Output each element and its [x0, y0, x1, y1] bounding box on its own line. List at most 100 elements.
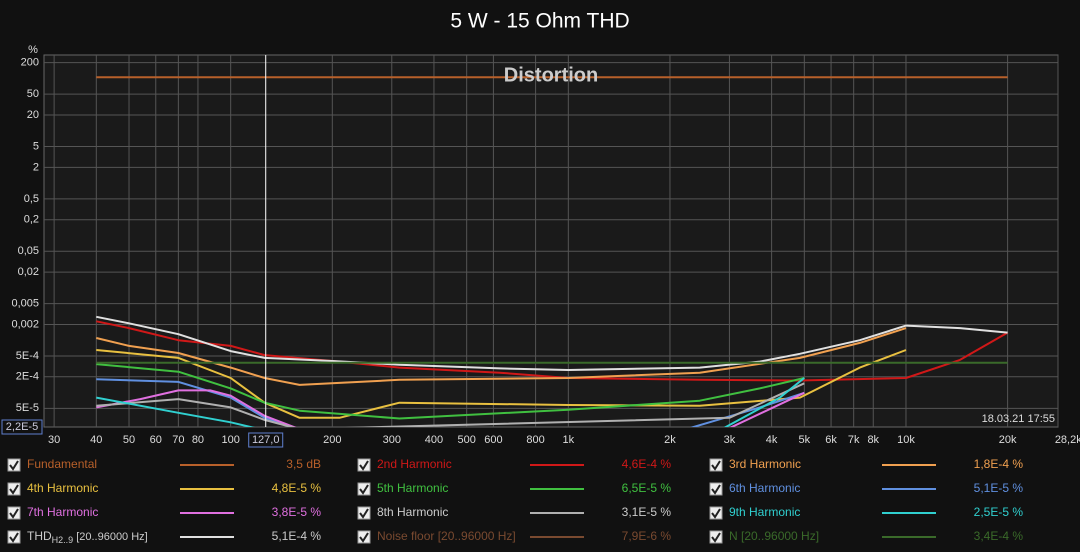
legend-label-part: 7th Harmonic: [27, 505, 98, 519]
x-tick-label: 60: [150, 434, 162, 446]
legend-label-part: [20..96000 Hz]: [76, 531, 148, 543]
x-tick-label: 20k: [999, 434, 1017, 446]
check-mark: [711, 484, 721, 495]
x-tick-label: 2k: [664, 434, 676, 446]
timestamp: 18.03.21 17:55: [982, 413, 1055, 425]
y-tick-label: 0,2: [24, 214, 39, 226]
x-tick-label: 40: [90, 434, 102, 446]
legend-label-part: Fundamental: [27, 457, 97, 471]
legend-label-part: 4th Harmonic: [27, 481, 98, 495]
check-mark: [359, 484, 369, 495]
legend-label: 3rd Harmonic: [729, 457, 801, 471]
series-line: [96, 377, 805, 427]
check-mark: [711, 460, 721, 471]
legend-label: 5th Harmonic: [377, 481, 448, 495]
y-tick-label: 0,5: [24, 193, 39, 205]
y-cursor-label: 2,2E-5: [6, 421, 38, 433]
y-tick-label: 5: [33, 140, 39, 152]
x-tick-label: 600: [484, 434, 502, 446]
legend-readout: 2,5E-5 %: [974, 505, 1024, 519]
x-tick-label: 200: [323, 434, 341, 446]
series-line: [96, 327, 907, 386]
legend-label-part: N [20..96000 Hz]: [729, 529, 819, 543]
x-tick-label: 30: [48, 434, 60, 446]
y-unit: %: [28, 44, 38, 56]
check-mark: [711, 508, 721, 519]
x-tick-label: 6k: [825, 434, 837, 446]
x-tick-label: 80: [192, 434, 204, 446]
legend-label: N [20..96000 Hz]: [729, 529, 819, 543]
legend-label: 6th Harmonic: [729, 481, 800, 495]
check-mark: [359, 460, 369, 471]
legend-label-part: 8th Harmonic: [377, 505, 448, 519]
y-tick-label: 5E-4: [16, 350, 39, 362]
y-tick-label: 5E-5: [16, 402, 39, 414]
legend-label-part: 5th Harmonic: [377, 481, 448, 495]
x-tick-label: 50: [123, 434, 135, 446]
x-tick-label: 400: [425, 434, 443, 446]
plot-area: [43, 54, 1059, 428]
legend-label-part: Noise floor [20..96000 Hz]: [377, 529, 516, 543]
y-tick-label: 2: [33, 161, 39, 173]
check-mark: [9, 484, 19, 495]
legend-label-part: THD: [27, 529, 52, 543]
check-mark: [9, 508, 19, 519]
y-tick-label: 0,002: [11, 318, 39, 330]
legend-readout: 4,6E-4 %: [622, 457, 672, 471]
x-tick-label: 8k: [867, 434, 879, 446]
legend-label: 7th Harmonic: [27, 505, 98, 519]
legend-label-part: 9th Harmonic: [729, 505, 800, 519]
y-tick-label: 20: [27, 109, 39, 121]
x-tick-label: 800: [526, 434, 544, 446]
legend-readout: 3,1E-5 %: [622, 505, 672, 519]
legend-label-part: 6th Harmonic: [729, 481, 800, 495]
legend-label: Fundamental: [27, 457, 97, 471]
x-tick-label: 500: [457, 434, 475, 446]
check-mark: [711, 532, 721, 543]
legend-label: Noise floor [20..96000 Hz]: [377, 529, 516, 543]
x-tick-label: 70: [172, 434, 184, 446]
legend-readout: 7,9E-6 %: [622, 529, 672, 543]
check-mark: [9, 460, 19, 471]
series-line: [96, 389, 805, 427]
legend-label: THDH2..9 [20..96000 Hz]: [27, 529, 148, 545]
legend-label: 8th Harmonic: [377, 505, 448, 519]
plot-title: Distortion: [504, 64, 598, 86]
series-line: [96, 349, 907, 419]
series-line: [96, 382, 805, 427]
x-tick-label: 4k: [766, 434, 778, 446]
y-tick-label: 2E-4: [16, 371, 39, 383]
check-mark: [9, 532, 19, 543]
x-tick-label: 5k: [799, 434, 811, 446]
legend-readout: 5,1E-4 %: [272, 529, 322, 543]
legend-label: 4th Harmonic: [27, 481, 98, 495]
y-tick-label: 50: [27, 88, 39, 100]
x-tick-label: 100: [221, 434, 239, 446]
legend-readout: 4,8E-5 %: [272, 481, 322, 495]
y-tick-label: 0,005: [11, 298, 39, 310]
series-line: [96, 315, 1008, 371]
x-tick-label: 3k: [724, 434, 736, 446]
y-tick-label: 0,05: [18, 245, 39, 257]
x-tick-label: 7k: [848, 434, 860, 446]
x-cursor-box: [248, 432, 284, 448]
legend-readout: 5,1E-5 %: [974, 481, 1024, 495]
legend-label-part: 3rd Harmonic: [729, 457, 801, 471]
legend-readout: 3,5 dB: [286, 457, 321, 471]
legend-readout: 6,5E-5 %: [622, 481, 672, 495]
x-cursor-label: 127,0: [252, 434, 280, 446]
legend-label-part: H2..9: [52, 535, 74, 545]
series-line: [96, 320, 1009, 382]
x-tick-label: 1k: [563, 434, 575, 446]
legend-label-part: 2nd Harmonic: [377, 457, 452, 471]
legend-label: 2nd Harmonic: [377, 457, 452, 471]
y-tick-label: 0,02: [18, 266, 39, 278]
chart-title: 5 W - 15 Ohm THD: [450, 10, 629, 33]
x-tick-label: 10k: [897, 434, 915, 446]
check-mark: [359, 508, 369, 519]
legend-readout: 3,4E-4 %: [974, 529, 1024, 543]
y-tick-label: 200: [21, 57, 39, 69]
legend-readout: 1,8E-4 %: [974, 457, 1024, 471]
legend-readout: 3,8E-5 %: [272, 505, 322, 519]
